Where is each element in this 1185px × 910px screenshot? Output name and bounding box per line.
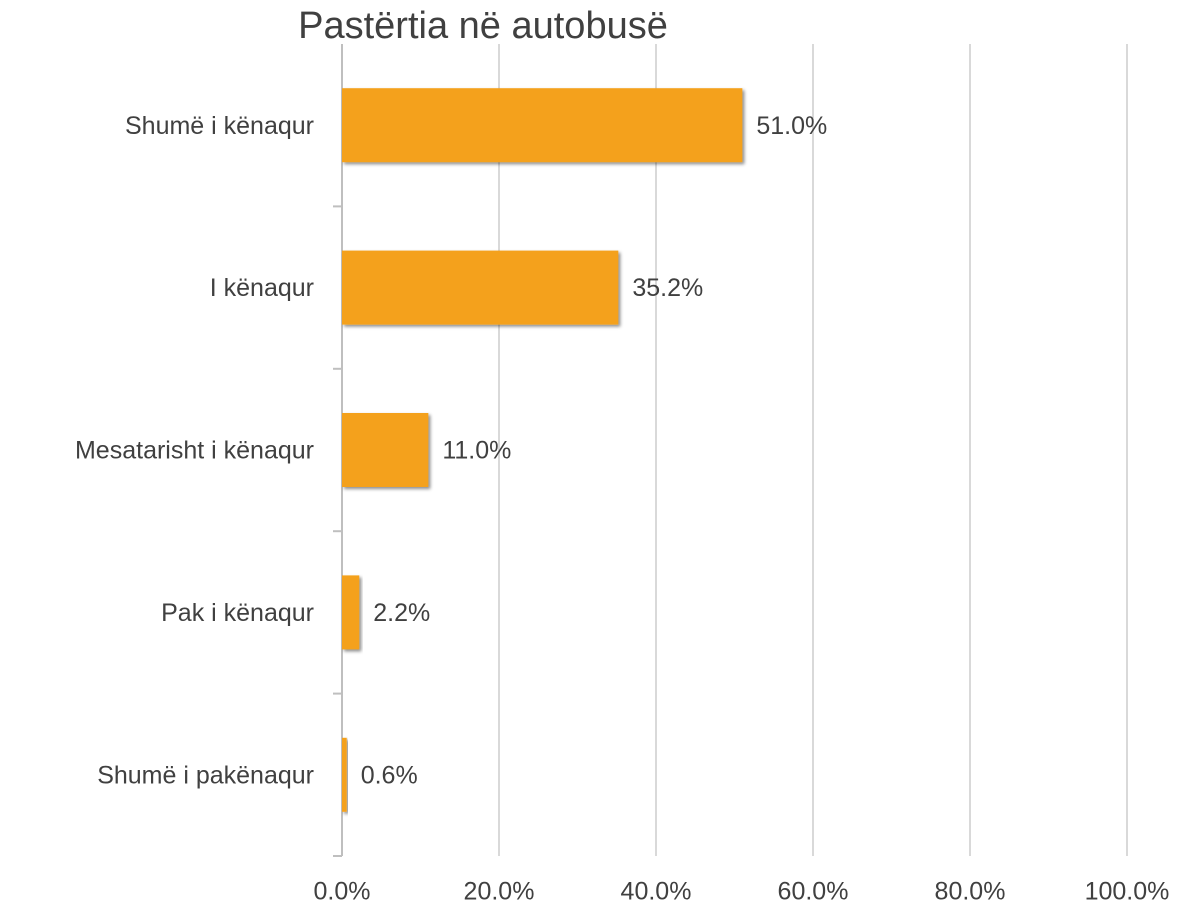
x-tick-label: 100.0%: [1085, 878, 1170, 906]
y-tick-label: Pak i kënaqur: [161, 599, 314, 627]
bar: [342, 88, 743, 163]
x-tick-label: 20.0%: [464, 878, 535, 906]
bar: [342, 250, 619, 325]
bar: [342, 575, 360, 650]
y-tick-label: Shumë i kënaqur: [125, 112, 314, 140]
chart-title: Pastërtia në autobusë: [298, 5, 668, 47]
bar: [342, 737, 347, 812]
x-tick-label: 60.0%: [778, 878, 849, 906]
x-tick-label: 40.0%: [621, 878, 692, 906]
data-label: 2.2%: [373, 599, 430, 627]
x-tick-label: 80.0%: [935, 878, 1006, 906]
data-label: 0.6%: [361, 761, 418, 789]
y-tick-label: Mesatarisht i kënaqur: [75, 437, 314, 465]
data-label: 11.0%: [442, 437, 511, 465]
x-tick-label: 0.0%: [314, 878, 371, 906]
bar: [342, 413, 429, 487]
data-label: 35.2%: [632, 274, 703, 302]
y-tick-label: I kënaqur: [210, 274, 314, 302]
data-label: 51.0%: [756, 112, 827, 140]
y-tick-label: Shumë i pakënaqur: [97, 761, 314, 789]
